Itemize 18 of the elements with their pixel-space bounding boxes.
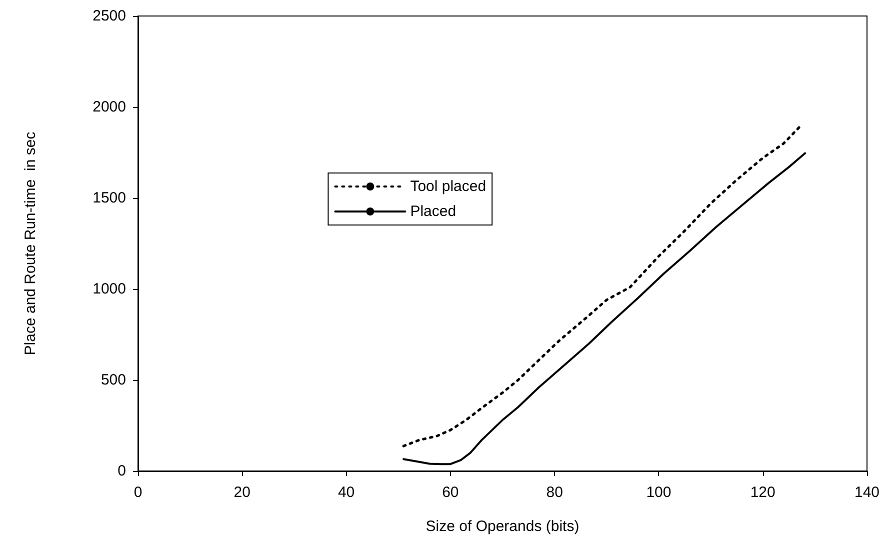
- y-tick-label: 500: [100, 372, 126, 388]
- x-tick-label: 120: [750, 484, 776, 501]
- x-tick-label: 40: [338, 484, 355, 501]
- x-tick-label: 60: [442, 484, 459, 501]
- y-tick-label: 0: [118, 462, 126, 480]
- legend-label: Tool placed: [410, 178, 486, 195]
- y-tick-label: 2500: [92, 8, 126, 24]
- x-tick-label: 20: [234, 484, 250, 501]
- legend-label: Placed: [410, 202, 456, 220]
- y-tick-label: 2000: [92, 98, 126, 116]
- y-axis-title: Place and Route Run-time in sec: [22, 131, 39, 356]
- y-tick-label: 1500: [92, 190, 126, 206]
- x-tick-label: 80: [546, 484, 563, 501]
- x-tick-label: 0: [134, 484, 142, 501]
- x-tick-label: 140: [854, 484, 880, 501]
- x-tick-label: 100: [646, 484, 672, 501]
- x-axis-title: Size of Operands (bits): [426, 518, 580, 535]
- y-tick-label: 1000: [92, 280, 126, 298]
